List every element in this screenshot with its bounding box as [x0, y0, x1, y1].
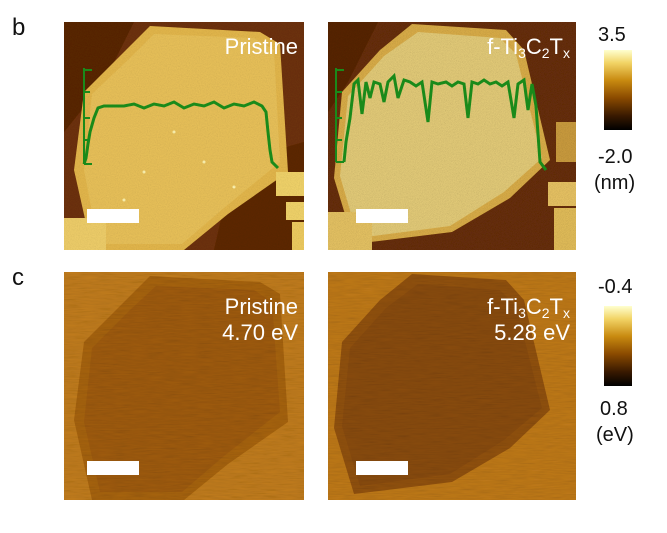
panel-c-label: c — [12, 264, 24, 291]
functionalized-caption-b: f-Ti3C2Tx — [487, 34, 570, 61]
functionalized-work-function-value: 5.28 eV — [494, 320, 570, 345]
functionalized-caption-c: f-Ti3C2Tx 5.28 eV — [462, 294, 570, 346]
afm-topography-pristine-image — [64, 22, 304, 250]
colorbar-b — [604, 50, 632, 130]
scale-bar-b-right — [356, 209, 408, 223]
pristine-caption-b: Pristine — [224, 34, 298, 59]
colorbar-b-min-label: -2.0 — [598, 146, 633, 168]
colorbar-c-min-label: 0.8 — [600, 398, 628, 420]
colorbar-b-max-label: 3.5 — [598, 24, 626, 46]
pristine-label-c: Pristine — [224, 294, 298, 319]
kpfm-functionalized-image — [328, 272, 576, 500]
kpfm-pristine-image — [64, 272, 304, 500]
scale-bar-c-right — [356, 461, 408, 475]
colorbar-c — [604, 306, 632, 386]
colorbar-c-unit-label: (eV) — [596, 424, 634, 446]
colorbar-b-unit-label: (nm) — [594, 172, 636, 194]
scale-bar-b-left — [87, 209, 139, 223]
scale-bar-c-left — [87, 461, 139, 475]
pristine-caption-c: Pristine 4.70 eV — [200, 294, 298, 346]
panel-b-label: b — [12, 14, 26, 41]
functionalized-label-c: f-Ti3C2Tx — [487, 294, 570, 321]
colorbar-c-max-label: -0.4 — [598, 276, 633, 298]
pristine-work-function-value: 4.70 eV — [222, 320, 298, 345]
afm-topography-functionalized-image — [328, 22, 576, 250]
